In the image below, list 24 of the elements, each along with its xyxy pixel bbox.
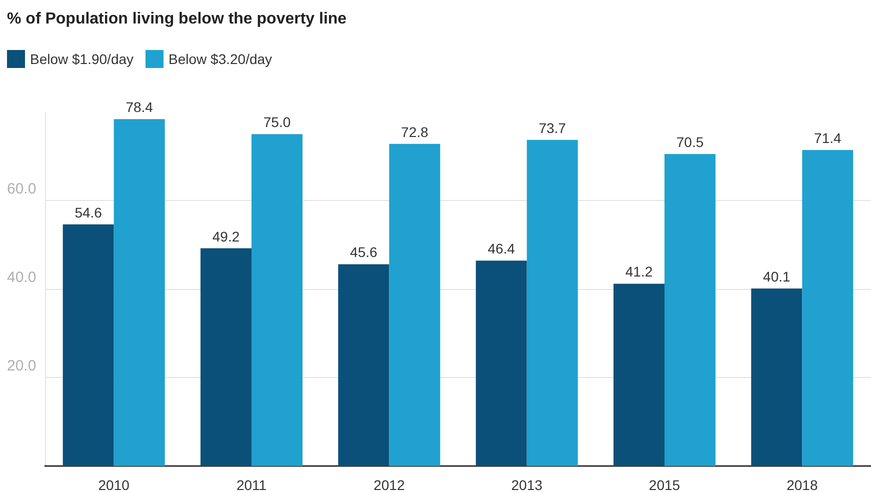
chart-title: % of Population living below the poverty line: [7, 10, 347, 28]
y-tick-label: 60.0: [7, 180, 36, 198]
x-tick-label: 2010: [98, 477, 130, 492]
data-label: 71.4: [814, 130, 842, 146]
data-label: 73.7: [538, 120, 566, 136]
x-tick-label: 2013: [511, 477, 543, 492]
y-tick-label: 40.0: [7, 269, 36, 286]
x-tick-label: 2018: [786, 477, 818, 492]
data-label: 45.6: [350, 244, 378, 260]
x-tick-label: 2012: [374, 477, 405, 492]
legend-label: Below $1.90/day: [30, 51, 134, 67]
data-label: 46.4: [488, 240, 516, 257]
data-label: 41.2: [625, 264, 653, 280]
data-label: 40.1: [763, 268, 791, 285]
x-tick-label: 2015: [648, 477, 680, 492]
data-label: 78.4: [126, 99, 154, 116]
data-label: 75.0: [263, 114, 291, 130]
data-label: 54.6: [74, 204, 102, 220]
data-label: 72.8: [401, 124, 429, 140]
x-tick-label: 2011: [236, 477, 267, 492]
legend-label: Below $3.20/day: [168, 51, 272, 67]
data-label: 70.5: [676, 134, 704, 150]
y-tick-label: 20.0: [7, 358, 36, 374]
data-label: 49.2: [212, 228, 240, 244]
